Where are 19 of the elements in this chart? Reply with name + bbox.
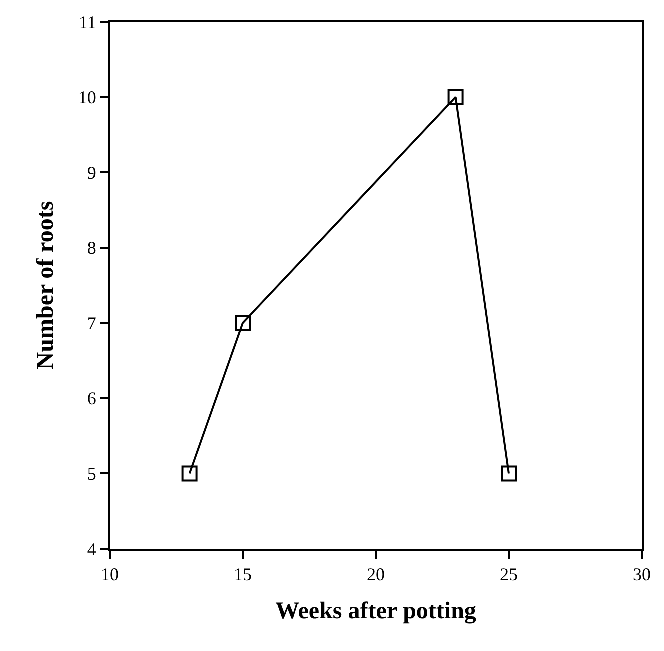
y-tick-label: 11 [79, 12, 96, 32]
x-tick-label: 20 [367, 564, 385, 585]
point [448, 89, 464, 106]
y-tick-label: 5 [87, 464, 96, 484]
x-tick-label: 10 [101, 564, 119, 585]
point [235, 315, 251, 332]
x-tick-label: 30 [633, 564, 651, 585]
point [182, 466, 198, 482]
y-tick-label: 10 [78, 88, 96, 108]
y-tick-label: 7 [87, 313, 96, 334]
x-axis-title: Weeks after potting [276, 598, 476, 624]
x-tick-label: 15 [234, 564, 252, 585]
x-tick-label: 25 [500, 564, 518, 585]
y-tick-label: 6 [87, 388, 96, 409]
y-tick-label: 8 [87, 238, 96, 258]
y-tick-label: 4 [87, 539, 96, 560]
y-axis-title: Number of roots [33, 201, 59, 370]
y-tick-label: 9 [87, 162, 96, 183]
point [501, 466, 517, 482]
